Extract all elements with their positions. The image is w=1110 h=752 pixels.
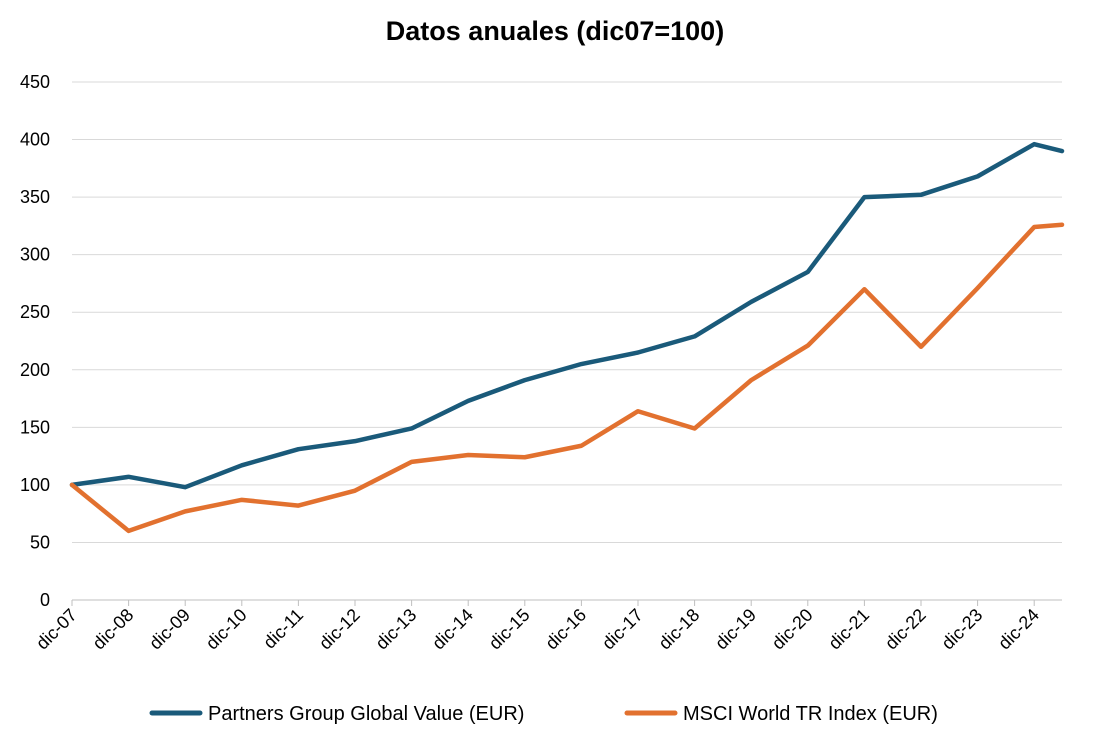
x-tick-label: dic-07 xyxy=(32,605,81,654)
x-tick-label: dic-24 xyxy=(994,605,1043,654)
y-tick-label: 400 xyxy=(20,130,50,150)
x-tick-label: dic-18 xyxy=(655,605,704,654)
legend: Partners Group Global Value (EUR) MSCI W… xyxy=(149,703,938,725)
x-tick-label: dic-08 xyxy=(89,605,138,654)
x-tick-label: dic-21 xyxy=(824,605,873,654)
x-tick-label: dic-22 xyxy=(881,605,930,654)
gridlines xyxy=(72,81,1062,543)
x-tick-label: dic-16 xyxy=(541,605,590,654)
x-axis: dic-07 dic-08 dic-09 dic-10 dic-11 dic-12 dic-… xyxy=(32,599,1062,654)
x-tick-label: dic-19 xyxy=(711,605,760,654)
y-tick-label: 250 xyxy=(20,302,50,322)
x-tick-label: dic-09 xyxy=(145,605,194,654)
legend-label-partners: Partners Group Global Value (EUR) xyxy=(208,703,524,725)
series-lines xyxy=(69,141,1065,534)
y-tick-label: 200 xyxy=(20,360,50,380)
x-tick-label: dic-11 xyxy=(259,605,307,653)
x-tick-label: dic-23 xyxy=(938,605,987,654)
y-tick-label: 450 xyxy=(20,72,50,92)
y-tick-label: 350 xyxy=(20,187,50,207)
y-tick-label: 100 xyxy=(20,475,50,495)
x-tick-label: dic-15 xyxy=(485,605,534,654)
x-tick-label: dic-13 xyxy=(372,605,421,654)
y-tick-label: 50 xyxy=(30,532,50,552)
y-tick-label: 300 xyxy=(20,245,50,265)
chart-title: Datos anuales (dic07=100) xyxy=(386,16,724,46)
x-tick-label: dic-12 xyxy=(315,605,364,654)
series-line-msci xyxy=(69,222,1065,534)
legend-label-msci: MSCI World TR Index (EUR) xyxy=(683,703,938,725)
x-tick-label: dic-10 xyxy=(202,605,251,654)
y-axis: 0 50 100 150 200 250 300 350 400 450 xyxy=(20,72,50,610)
y-tick-label: 0 xyxy=(40,590,50,610)
y-tick-label: 150 xyxy=(20,417,50,437)
x-tick-label: dic-17 xyxy=(598,605,647,654)
series-line-partners xyxy=(69,141,1065,490)
x-tick-label: dic-20 xyxy=(768,605,817,654)
x-tick-label: dic-14 xyxy=(428,605,477,654)
